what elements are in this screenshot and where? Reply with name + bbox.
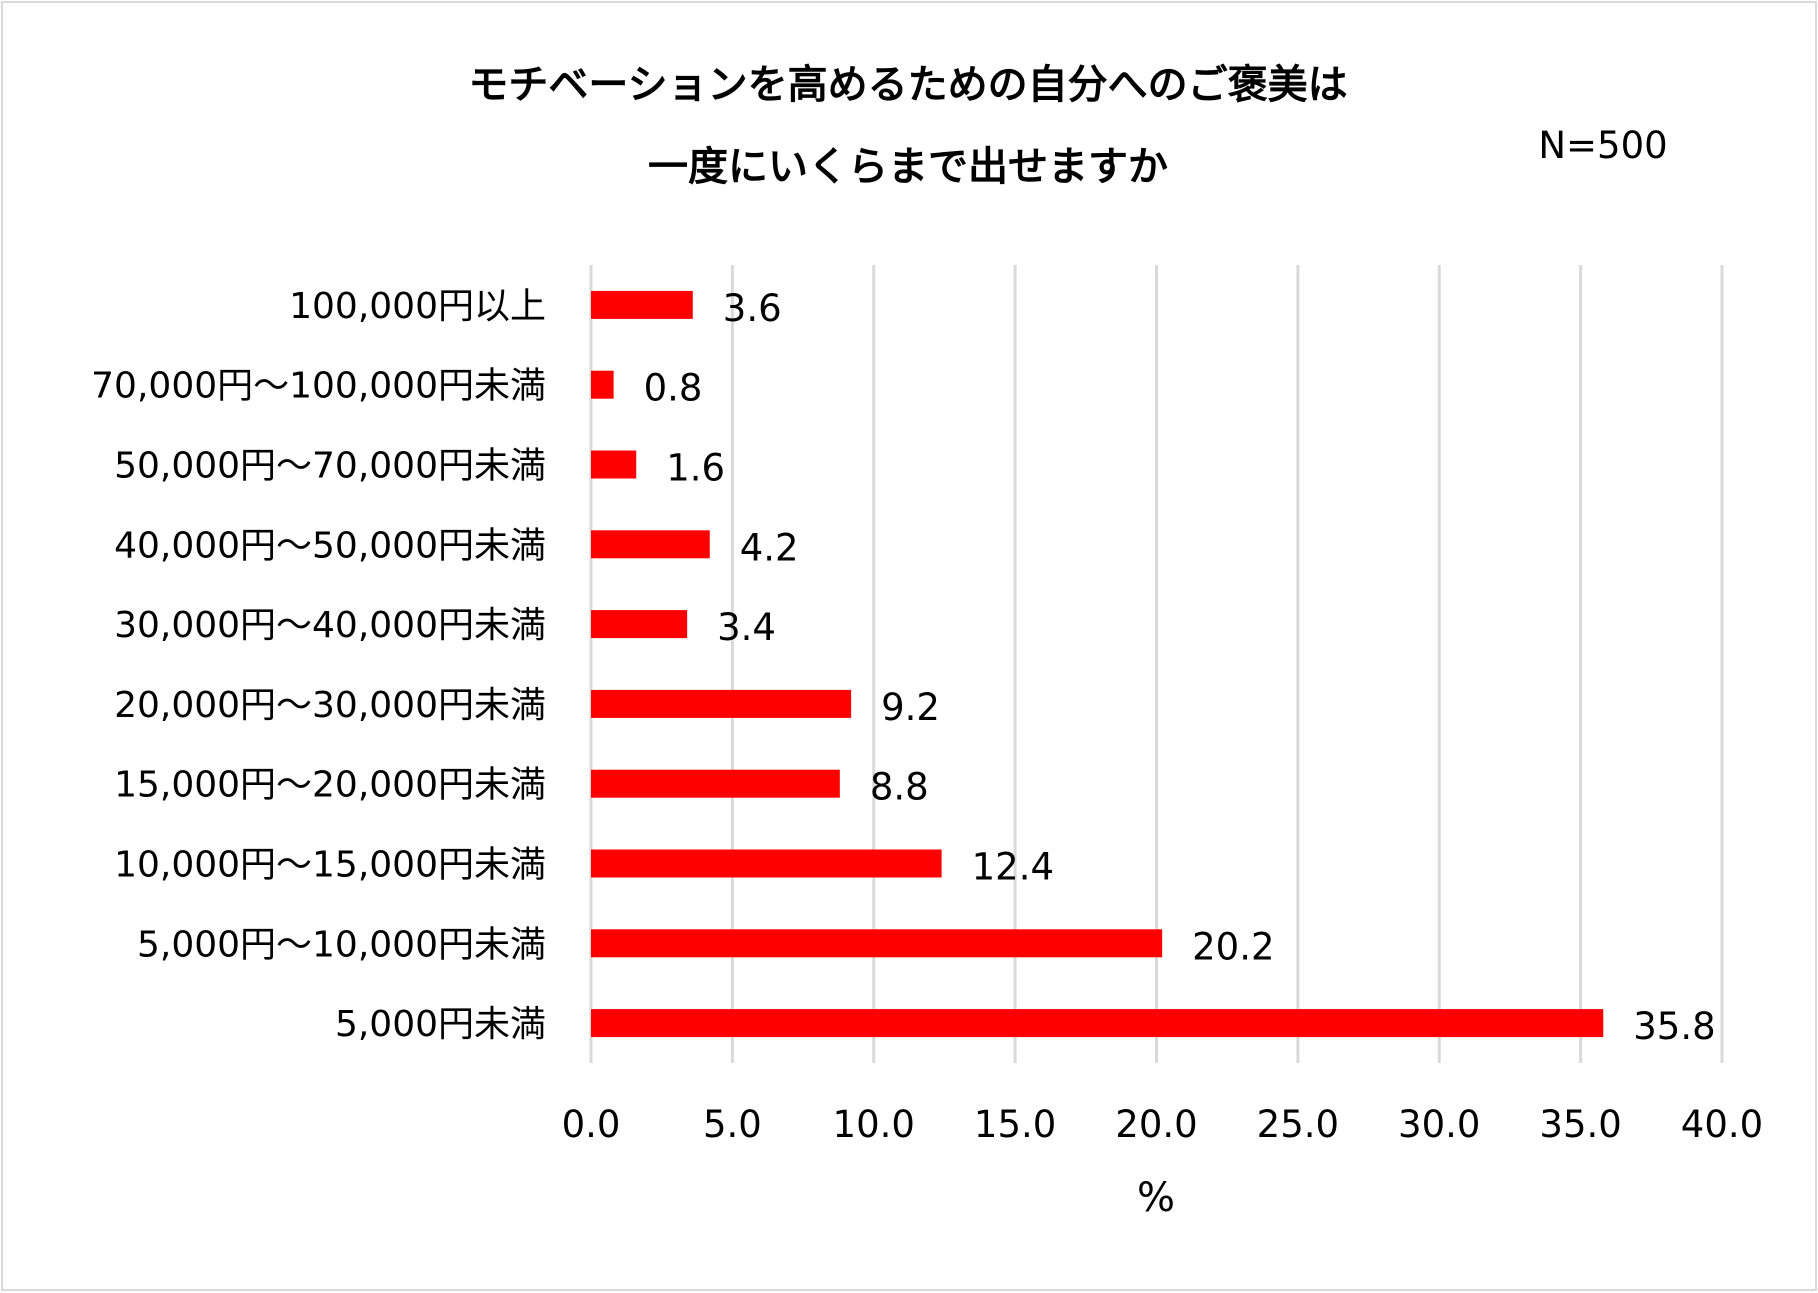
category-labels: 100,000円以上 70,000円～100,000円未満 50,000円～70,0… bbox=[91, 286, 546, 1045]
x-tick-label: 0.0 bbox=[562, 1103, 621, 1146]
bar bbox=[591, 689, 852, 718]
category-label: 40,000円～50,000円未満 bbox=[114, 525, 546, 566]
data-label: 12.4 bbox=[972, 846, 1054, 889]
bar bbox=[591, 610, 688, 639]
category-label: 70,000円～100,000円未満 bbox=[91, 366, 546, 407]
category-label: 15,000円～20,000円未満 bbox=[114, 765, 546, 806]
data-label: 3.6 bbox=[723, 287, 782, 330]
x-tick-label: 30.0 bbox=[1398, 1103, 1480, 1146]
x-tick-label: 40.0 bbox=[1681, 1103, 1763, 1146]
x-tick-labels: 0.0 5.0 10.0 15.0 20.0 25.0 30.0 35.0 40.0 bbox=[562, 1103, 1764, 1146]
bar bbox=[591, 1009, 1604, 1038]
data-label: 8.8 bbox=[870, 766, 929, 809]
bar bbox=[591, 769, 840, 798]
data-label: 3.4 bbox=[717, 606, 776, 649]
chart-title-line-2: 一度にいくらまで出せますか bbox=[648, 144, 1168, 190]
data-label: 35.8 bbox=[1633, 1005, 1715, 1048]
bars bbox=[591, 290, 1604, 1038]
bar bbox=[591, 290, 693, 319]
bar bbox=[591, 929, 1163, 958]
x-axis-title: % bbox=[1137, 1175, 1175, 1221]
x-tick-label: 20.0 bbox=[1115, 1103, 1197, 1146]
x-tick-label: 15.0 bbox=[974, 1103, 1056, 1146]
x-tick-label: 35.0 bbox=[1539, 1103, 1621, 1146]
data-label: 1.6 bbox=[666, 447, 725, 490]
category-label: 20,000円～30,000円未満 bbox=[114, 685, 546, 726]
bar-chart: モチベーションを高めるための自分へのご褒美は 一度にいくらまで出せますか N=5… bbox=[91, 62, 1764, 1221]
bar bbox=[591, 530, 710, 559]
bar bbox=[591, 849, 942, 878]
data-labels: 3.6 0.8 1.6 4.2 3.4 9.2 8.8 12.4 20.2 35.8 bbox=[644, 287, 1716, 1048]
category-label: 100,000円以上 bbox=[289, 286, 546, 327]
x-tick-label: 25.0 bbox=[1257, 1103, 1339, 1146]
chart-title-line-1: モチベーションを高めるための自分へのご褒美は bbox=[468, 62, 1347, 108]
data-label: 20.2 bbox=[1192, 925, 1274, 968]
data-label: 4.2 bbox=[740, 526, 799, 569]
category-label: 10,000円～15,000円未満 bbox=[114, 845, 546, 886]
bar bbox=[591, 450, 637, 479]
category-label: 30,000円～40,000円未満 bbox=[114, 605, 546, 646]
x-tick-label: 5.0 bbox=[703, 1103, 762, 1146]
bar bbox=[591, 370, 614, 399]
category-label: 5,000円未満 bbox=[335, 1004, 546, 1045]
category-label: 50,000円～70,000円未満 bbox=[114, 446, 546, 487]
x-tick-label: 10.0 bbox=[833, 1103, 915, 1146]
data-label: 0.8 bbox=[644, 367, 703, 410]
data-label: 9.2 bbox=[881, 686, 940, 729]
gridlines bbox=[589, 265, 1724, 1063]
sample-size-label: N=500 bbox=[1538, 124, 1667, 167]
category-label: 5,000円～10,000円未満 bbox=[137, 924, 546, 965]
